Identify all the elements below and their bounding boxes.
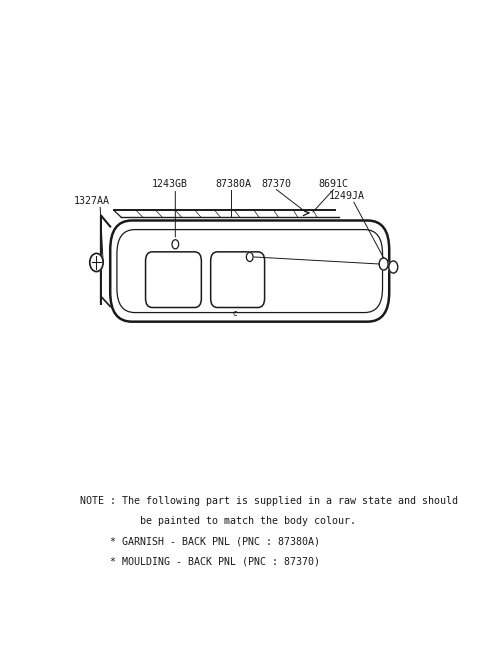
FancyBboxPatch shape	[145, 252, 202, 307]
Circle shape	[90, 254, 103, 271]
Text: c: c	[232, 309, 237, 318]
Text: * MOULDING - BACK PNL (PNC : 87370): * MOULDING - BACK PNL (PNC : 87370)	[81, 557, 321, 567]
Text: * GARNISH - BACK PNL (PNC : 87380A): * GARNISH - BACK PNL (PNC : 87380A)	[81, 537, 321, 547]
Text: 87370: 87370	[262, 179, 291, 189]
FancyBboxPatch shape	[117, 229, 383, 313]
FancyBboxPatch shape	[110, 221, 389, 322]
Circle shape	[379, 258, 388, 270]
Text: 1327AA: 1327AA	[73, 196, 109, 206]
Text: 87380A: 87380A	[215, 179, 251, 189]
Text: be painted to match the body colour.: be painted to match the body colour.	[81, 516, 357, 526]
Circle shape	[246, 252, 253, 261]
FancyBboxPatch shape	[211, 252, 264, 307]
Text: 8691C: 8691C	[318, 179, 348, 189]
Text: 1243GB: 1243GB	[152, 179, 188, 189]
Circle shape	[389, 261, 398, 273]
Circle shape	[172, 240, 179, 249]
Text: NOTE : The following part is supplied in a raw state and should: NOTE : The following part is supplied in…	[81, 496, 458, 506]
Text: 1249JA: 1249JA	[328, 191, 364, 201]
